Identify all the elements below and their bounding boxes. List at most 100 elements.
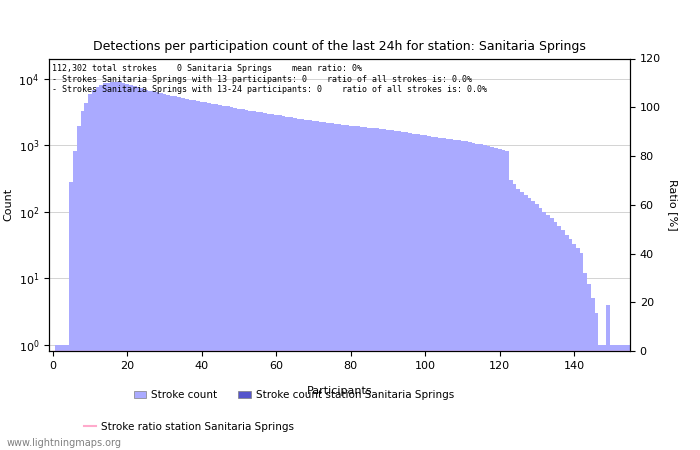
Bar — [490, 147, 494, 450]
Bar — [498, 149, 501, 450]
Bar — [80, 112, 85, 450]
Bar — [114, 82, 118, 450]
Legend: Stroke count, Stroke count station Sanitaria Springs: Stroke count, Stroke count station Sanit… — [130, 386, 458, 404]
Bar — [528, 198, 531, 450]
Bar — [330, 123, 334, 450]
Bar — [319, 122, 323, 450]
Bar — [546, 215, 550, 450]
Bar — [62, 345, 66, 450]
Bar — [505, 151, 509, 450]
Bar — [159, 93, 162, 450]
Bar — [144, 90, 148, 450]
Title: Detections per participation count of the last 24h for station: Sanitaria Spring: Detections per participation count of th… — [93, 40, 586, 53]
Bar — [386, 130, 390, 450]
Bar — [106, 82, 111, 450]
Bar — [535, 204, 539, 450]
Bar — [77, 126, 80, 450]
Bar — [382, 129, 386, 450]
Bar — [561, 230, 565, 450]
Bar — [256, 112, 260, 450]
Bar — [99, 85, 103, 450]
Bar — [103, 83, 106, 450]
Bar — [136, 87, 140, 450]
Bar — [286, 117, 289, 450]
Bar — [148, 90, 151, 450]
Bar — [118, 82, 122, 450]
Bar — [531, 201, 535, 450]
Y-axis label: Count: Count — [3, 188, 13, 221]
Bar — [424, 135, 427, 450]
Bar — [69, 182, 73, 450]
Bar — [189, 100, 192, 450]
Bar — [349, 126, 353, 450]
Bar — [55, 345, 58, 450]
Bar — [300, 119, 304, 450]
Bar — [573, 243, 576, 450]
Bar — [88, 94, 92, 450]
Bar — [606, 305, 610, 450]
Bar — [222, 106, 226, 450]
Bar — [315, 121, 319, 450]
Bar — [501, 150, 505, 450]
Bar — [111, 81, 114, 450]
Bar — [211, 104, 215, 450]
Bar — [472, 143, 475, 450]
Bar — [371, 128, 375, 450]
Bar — [162, 94, 167, 450]
Bar — [557, 226, 561, 450]
Bar — [155, 92, 159, 450]
Bar — [342, 125, 345, 450]
Bar — [509, 180, 512, 450]
Bar — [594, 313, 598, 450]
Bar — [334, 124, 337, 450]
Bar — [621, 345, 624, 450]
Bar — [66, 345, 69, 450]
Bar — [390, 130, 393, 450]
Y-axis label: Ratio [%]: Ratio [%] — [668, 179, 678, 230]
Bar — [375, 128, 379, 450]
Bar — [483, 145, 486, 450]
Bar — [401, 132, 405, 450]
Bar — [449, 140, 453, 450]
Text: Participants: Participants — [307, 386, 372, 396]
Bar — [267, 114, 271, 450]
Bar — [199, 102, 204, 450]
Bar — [480, 144, 483, 450]
Bar — [196, 101, 200, 450]
Bar — [215, 104, 218, 450]
Bar — [364, 127, 368, 450]
Bar — [461, 141, 464, 450]
Bar — [610, 345, 613, 450]
Bar — [517, 189, 520, 450]
Bar — [289, 117, 293, 450]
Bar — [233, 108, 237, 450]
Bar — [542, 212, 546, 450]
Bar — [271, 114, 274, 450]
Bar — [419, 135, 424, 450]
Bar — [248, 111, 252, 450]
Bar — [427, 136, 430, 450]
Bar — [353, 126, 356, 450]
Bar — [453, 140, 457, 450]
Bar — [583, 273, 587, 450]
Bar — [312, 121, 315, 450]
Bar — [628, 345, 632, 450]
Bar — [494, 148, 498, 450]
Bar — [293, 118, 297, 450]
Bar — [181, 98, 185, 450]
Bar — [446, 139, 449, 450]
Bar — [430, 137, 435, 450]
Bar — [129, 85, 133, 450]
Bar — [244, 110, 248, 450]
Bar — [512, 184, 517, 450]
Bar — [204, 102, 207, 450]
Bar — [554, 222, 557, 450]
Bar — [170, 95, 174, 450]
Bar — [122, 83, 125, 450]
Bar — [550, 218, 554, 450]
Bar — [193, 100, 196, 450]
Bar — [297, 118, 300, 450]
Bar — [278, 116, 282, 450]
Bar — [486, 146, 490, 450]
Bar — [416, 134, 419, 450]
